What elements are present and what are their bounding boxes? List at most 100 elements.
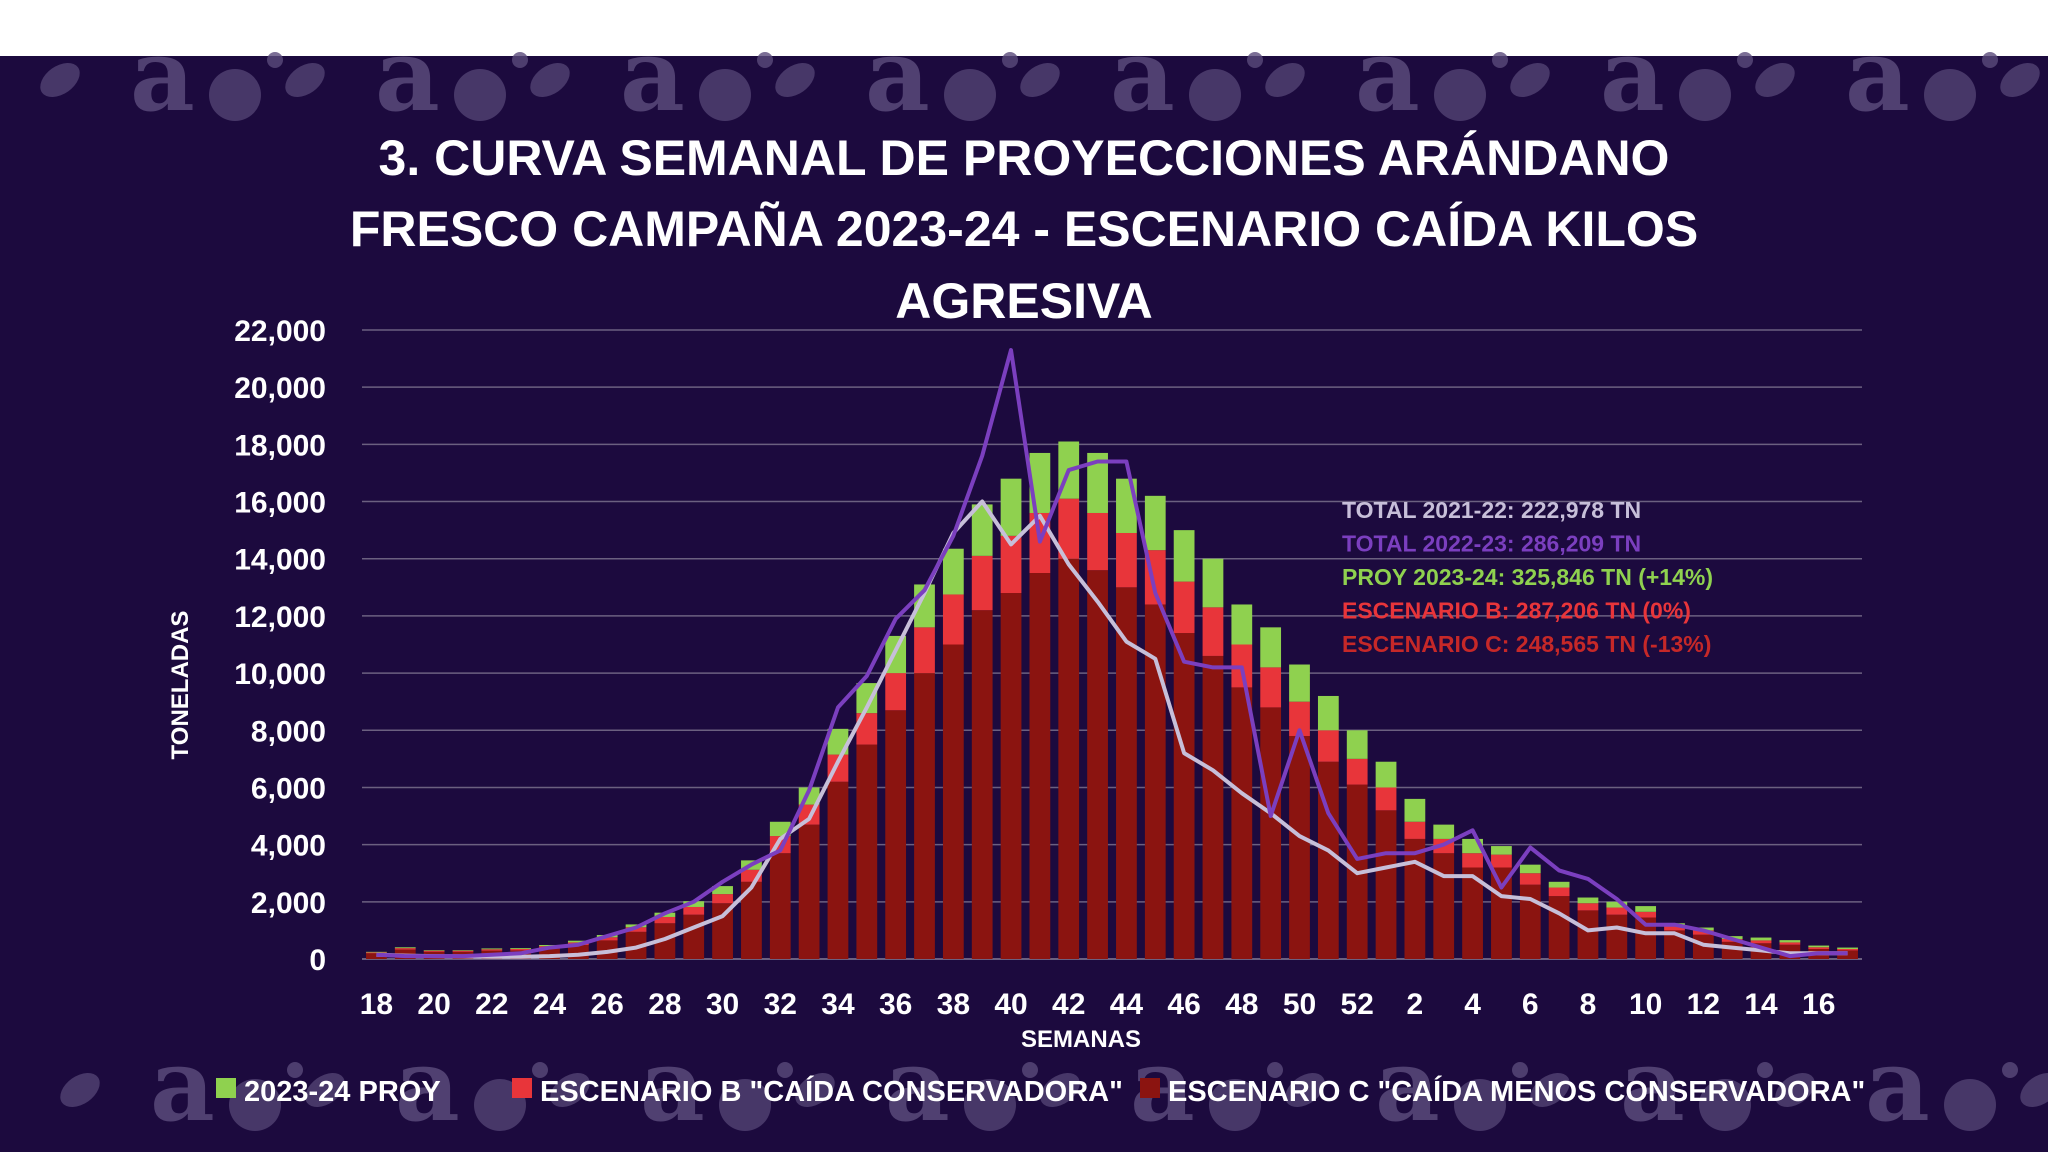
letter-a-logo-icon: a	[1600, 16, 1665, 134]
bar-segment	[1491, 854, 1512, 868]
bar-segment	[769, 853, 791, 959]
leaf-icon	[775, 62, 815, 98]
bar-segment	[1462, 867, 1483, 959]
bar-segment	[1375, 787, 1397, 811]
blueberry-icon	[1267, 1062, 1283, 1078]
letter-a-logo-icon: a	[885, 1026, 950, 1144]
bar-segment	[366, 951, 387, 953]
bar-segment	[1779, 940, 1801, 943]
bar-segment	[1231, 687, 1253, 959]
bar-segment	[1144, 604, 1166, 959]
blueberry-icon	[964, 1079, 1016, 1131]
bar-segment	[1577, 910, 1599, 959]
letter-a-logo-icon: a	[865, 16, 930, 134]
bar-segment	[1548, 896, 1570, 959]
leaf-icon	[1020, 62, 1060, 98]
x-tick-label: 22	[475, 988, 508, 1021]
bar-segment	[1202, 655, 1224, 959]
blueberry-icon	[1492, 52, 1508, 68]
bar-segment	[1606, 901, 1628, 908]
bar-segment	[914, 673, 935, 959]
total-annotation: TOTAL 2022-23: 286,209 TN	[1342, 531, 1641, 557]
y-tick-label: 16,000	[234, 487, 326, 520]
leaf-icon	[550, 1072, 590, 1108]
bar-segment	[1664, 926, 1685, 931]
bar-segment	[942, 594, 964, 645]
blueberry-icon	[1002, 52, 1018, 68]
bar-segment	[366, 952, 387, 954]
blueberry-icon	[719, 1079, 771, 1131]
x-tick-label: 8	[1580, 988, 1597, 1021]
letter-a-logo-icon: a	[395, 1026, 460, 1144]
bar-segment	[1202, 558, 1224, 608]
bar-segment	[1491, 846, 1512, 855]
y-tick-label: 22,000	[234, 315, 326, 348]
x-tick-label: 16	[1802, 988, 1835, 1021]
x-tick-label: 6	[1522, 988, 1539, 1021]
bar-segment	[394, 947, 416, 949]
bar-segment	[1548, 881, 1570, 888]
bar-segment	[1058, 498, 1080, 559]
leaf-icon	[40, 62, 80, 98]
bar-segment	[1000, 535, 1022, 594]
x-tick-label: 32	[764, 988, 797, 1021]
bar-segment	[481, 949, 503, 951]
bar-segment	[683, 901, 705, 907]
blueberry-icon	[1924, 69, 1976, 121]
bar-segment	[1116, 587, 1137, 959]
bar-segment	[712, 886, 733, 895]
y-tick-label: 2,000	[251, 887, 326, 920]
bar-segment	[1606, 907, 1628, 915]
bar-segment	[971, 555, 993, 611]
blueberry-icon	[2002, 1062, 2018, 1078]
x-tick-label: 34	[821, 988, 855, 1021]
x-tick-label: 4	[1464, 988, 1481, 1021]
bar-segment	[1433, 853, 1455, 959]
y-tick-label: 18,000	[234, 429, 326, 462]
blueberry-icon	[777, 1062, 793, 1078]
bar-segment	[654, 923, 676, 959]
legend: 2023-24 PROY ESCENARIO B "CAÍDA CONSERVAD…	[216, 1074, 1865, 1108]
top-band	[0, 0, 2048, 56]
bars	[366, 441, 1858, 959]
bar-segment	[1692, 930, 1714, 935]
x-tick-label: 10	[1629, 988, 1662, 1021]
bar-segment	[914, 627, 935, 674]
leaf-icon	[305, 1072, 345, 1108]
bar-segment	[1317, 695, 1339, 731]
bar-segment	[769, 821, 791, 837]
totals-annotations: TOTAL 2021-22: 222,978 TN TOTAL 2022-23: …	[1342, 497, 1713, 657]
bar-segment	[654, 916, 676, 924]
blueberry-icon	[1209, 1079, 1261, 1131]
x-tick-label: 20	[417, 988, 450, 1021]
leaf-icon	[530, 62, 570, 98]
bar-segment	[539, 944, 560, 947]
letter-a-logo-icon: a	[130, 16, 195, 134]
letter-a-logo-icon: a	[1865, 1026, 1930, 1144]
bar-segment	[856, 744, 878, 959]
bar-segment	[510, 948, 532, 951]
leaf-icon	[795, 1072, 835, 1108]
bar-segment	[1346, 758, 1368, 785]
y-tick-label: 0	[309, 944, 326, 977]
x-tick-label: 28	[648, 988, 681, 1021]
x-tick-label: 24	[533, 988, 567, 1021]
letter-a-logo-icon: a	[1620, 1026, 1685, 1144]
leaf-icon	[1040, 1072, 1080, 1108]
bar-segment	[1779, 942, 1801, 945]
letter-a-logo-icon: a	[1375, 1026, 1440, 1144]
blueberry-icon	[1247, 52, 1263, 68]
bar-segment	[942, 548, 964, 595]
x-tick-label: 44	[1110, 988, 1144, 1021]
leaf-icon	[285, 62, 325, 98]
x-tick-label: 12	[1687, 988, 1720, 1021]
bar-segment	[1317, 761, 1339, 959]
bar-segment	[683, 906, 705, 915]
x-tick-label: 52	[1341, 988, 1374, 1021]
letter-a-logo-icon: a	[1355, 16, 1420, 134]
x-tick-label: 46	[1167, 988, 1200, 1021]
bar-segment	[1289, 735, 1310, 959]
blueberry-icon	[267, 52, 283, 68]
bar-segment	[1808, 947, 1830, 949]
